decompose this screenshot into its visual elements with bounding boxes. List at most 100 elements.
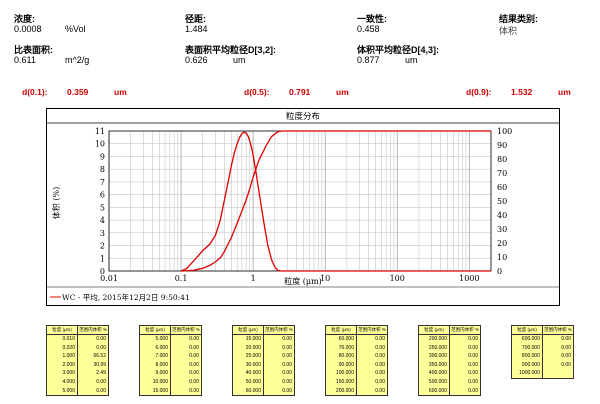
volume-cell: 0.00 <box>96 378 106 385</box>
volume-cell: 0.00 <box>282 336 292 342</box>
volume-cell: 0.00 <box>468 378 478 385</box>
size-cell: 3.000 <box>47 369 78 378</box>
size-cell: 200.000 <box>419 335 450 344</box>
volume-cell: 0.00 <box>189 353 199 360</box>
d05-unit: um <box>336 87 349 97</box>
size-cell: 25.000 <box>233 352 264 361</box>
size-cell: 900.000 <box>512 360 543 370</box>
y-left-tick-label: 8 <box>100 165 105 174</box>
table-row: 25.000 0.00 <box>233 352 294 361</box>
volume-cell: 0.00 <box>189 378 199 385</box>
volume-cell: 0.00 <box>561 353 571 360</box>
y-left-tick-label: 11 <box>95 127 105 136</box>
y-right-tick-label: 30 <box>497 225 507 234</box>
table-row: 0.020 0.00 <box>47 343 108 353</box>
volume-cell: 0.00 <box>282 387 292 394</box>
table-row: 350.000 0.00 <box>419 360 480 370</box>
volume-cell: 0.00 <box>96 336 106 342</box>
size-cell: 8.000 <box>140 360 171 370</box>
size-cell: 100.000 <box>326 369 357 378</box>
table-row: 2.000 30.99 <box>47 360 108 370</box>
table-row: 6.000 0.00 <box>140 343 201 353</box>
size-cell: 5.000 <box>47 386 78 396</box>
table-row: 500.000 0.00 <box>419 377 480 387</box>
volume-cell: 0.00 <box>282 353 292 360</box>
volume-cell: 0.00 <box>189 370 199 377</box>
d09-value: 1.532 <box>511 87 533 97</box>
table-header: 粒度 (μm) 范围内体积 % <box>512 326 573 335</box>
volume-cell: 0.00 <box>375 378 385 385</box>
table-row: 0.010 0.00 <box>47 335 108 344</box>
y-left-tick-label: 0 <box>100 267 105 276</box>
surface-mean-unit: um <box>233 55 246 65</box>
table-header-cell: 范围内体积 % <box>172 327 200 332</box>
y-right-tick-label: 70 <box>497 169 507 178</box>
particle-size-chart: 粒度分布 0.01 0.1 1 10 100 1000012345678910110102… <box>47 111 559 302</box>
d05-value: 0.791 <box>289 87 311 97</box>
table-header: 粒度 (μm) 范围内体积 % <box>47 326 108 335</box>
size-table-5: 粒度 (μm) 范围内体积 % 200.000 0.00 250.000 0.00 300.… <box>418 325 481 397</box>
volume-cell: 0.00 <box>561 336 571 342</box>
volume-cell: 0.00 <box>468 370 478 377</box>
volume-cell: 0.00 <box>375 336 385 342</box>
size-cell: 50.000 <box>233 377 264 387</box>
volume-cell: 0.00 <box>375 344 385 351</box>
table-header: 粒度 (μm) 范围内体积 % <box>233 326 294 335</box>
table-header: 粒度 (μm) 范围内体积 % <box>419 326 480 335</box>
legend-entry: WC - 平均, 2015年12月2日 9:50:41 <box>62 292 190 302</box>
table-header: 粒度 (μm) 范围内体积 % <box>326 326 387 335</box>
table-row: 60.000 0.00 <box>326 335 387 344</box>
y-left-tick-label: 9 <box>100 152 105 161</box>
size-table-2: 粒度 (μm) 范围内体积 % 5.000 0.00 6.000 0.00 7.000 0.0… <box>139 325 202 397</box>
concentration-value: 0.0008 <box>14 24 42 34</box>
x-axis-label: 粒度 (μm) <box>284 276 322 286</box>
frequency-curve <box>180 131 491 272</box>
volume-cell: 66.52 <box>93 353 106 360</box>
size-cell: 70.000 <box>326 343 357 353</box>
size-cell: 40.000 <box>233 369 264 378</box>
table-row: 200.000 0.00 <box>326 386 387 396</box>
volume-cell: 0.00 <box>189 344 199 351</box>
x-tick-label: 1 <box>251 274 256 283</box>
y-left-tick-label: 1 <box>100 254 105 263</box>
volume-mean-value: 0.877 <box>357 55 380 65</box>
table-row: 7.000 0.00 <box>140 352 201 361</box>
size-cell: 4.000 <box>47 377 78 387</box>
size-cell: 300.000 <box>419 352 450 361</box>
span-label: 径距: <box>185 14 206 24</box>
volume-mean-label: 体积平均粒径D[4,3]: <box>357 45 440 55</box>
size-cell: 1000.000 <box>512 369 543 378</box>
size-cell: 0.020 <box>47 343 78 353</box>
size-cell: 1.000 <box>47 352 78 361</box>
table-row: 30.000 0.00 <box>233 360 294 370</box>
d01-value: 0.359 <box>67 87 89 97</box>
size-cell: 5.000 <box>140 335 171 344</box>
table-header: 粒度 (μm) 范围内体积 % <box>140 326 201 335</box>
table-row: 3.000 2.49 <box>47 369 108 378</box>
y-right-tick-label: 40 <box>497 211 507 220</box>
table-row: 300.000 0.00 <box>419 352 480 361</box>
table-header-cell: 范围内体积 % <box>451 327 479 332</box>
volume-cell: 30.99 <box>93 361 106 368</box>
table-row: 70.000 0.00 <box>326 343 387 353</box>
d09-unit: um <box>558 87 571 97</box>
size-cell: 250.000 <box>419 343 450 353</box>
y-right-tick-label: 0 <box>497 267 502 276</box>
volume-cell: 0.00 <box>189 387 199 394</box>
size-cell: 350.000 <box>419 360 450 370</box>
table-header-cell: 粒度 (μm) <box>140 326 171 334</box>
x-tick-label: 100 <box>390 274 405 283</box>
d09-label: d(0.9): <box>466 87 492 97</box>
y-left-tick-label: 6 <box>100 191 105 200</box>
volume-cell: 0.00 <box>561 361 571 368</box>
span-value: 1.484 <box>185 24 208 34</box>
volume-cell: 0.00 <box>468 387 478 394</box>
size-cell: 700.000 <box>512 343 543 353</box>
table-row: 40.000 0.00 <box>233 369 294 378</box>
table-row: 5.000 0.00 <box>47 386 108 396</box>
volume-cell <box>543 369 573 378</box>
size-cell: 9.000 <box>140 369 171 378</box>
size-cell: 600.000 <box>512 335 543 344</box>
size-table-4: 粒度 (μm) 范围内体积 % 60.000 0.00 70.000 0.00 80.000… <box>325 325 388 397</box>
table-row: 5.000 0.00 <box>140 335 201 344</box>
